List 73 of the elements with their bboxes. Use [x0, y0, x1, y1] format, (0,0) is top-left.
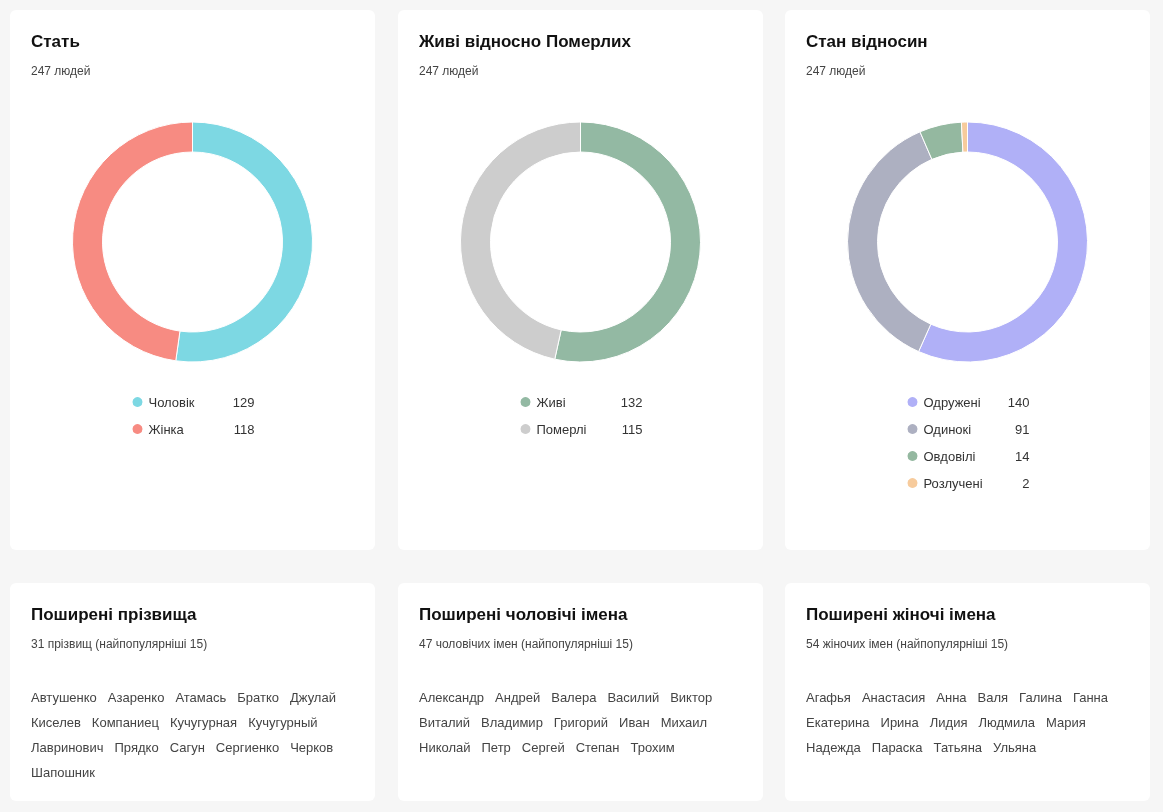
legend-label: Жінка: [148, 421, 185, 437]
data-label: 115: [621, 421, 643, 437]
text: Екатерина: [806, 714, 870, 732]
legend-label: Одружені: [923, 394, 981, 410]
text: Александр: [419, 689, 485, 707]
data-label: 2: [1022, 475, 1030, 491]
legend-label: Одинокі: [923, 421, 972, 437]
data-label: 14: [1015, 448, 1030, 464]
text: Виктор: [670, 689, 713, 707]
text: Кучугурная: [170, 714, 238, 732]
text: Параска: [871, 739, 923, 757]
text: Анна: [936, 689, 967, 707]
text: Галина: [1019, 689, 1062, 707]
text: Киселев: [31, 714, 81, 732]
text: Татьяна: [933, 739, 983, 757]
text: 54 жіночих імен (найпопулярніші 15): [806, 637, 1010, 651]
chart-title: Стан відносин: [806, 32, 929, 52]
text: Азаренко: [107, 689, 165, 707]
text: Владимир: [481, 714, 543, 732]
text: Сергиенко: [215, 739, 280, 757]
text: Сергей: [521, 739, 565, 757]
text: Кучугурный: [248, 714, 318, 732]
data-label: 118: [233, 421, 255, 437]
text: Черков: [290, 739, 334, 757]
text: Лидия: [929, 714, 968, 732]
text: Атамась: [175, 689, 227, 707]
data-label: 132: [620, 394, 643, 410]
text: Поширені чоловічі імена: [419, 605, 629, 625]
text: Ирина: [880, 714, 919, 732]
text: Агафья: [806, 689, 851, 707]
text: Ганна: [1072, 689, 1109, 707]
text: Ульяна: [993, 739, 1037, 757]
text: Трохим: [630, 739, 675, 757]
text: Лавринович: [31, 739, 104, 757]
text: Мария: [1046, 714, 1086, 732]
text: Николай: [419, 739, 471, 757]
data-label: 140: [1007, 394, 1030, 410]
text: Валера: [551, 689, 597, 707]
data-label: 91: [1015, 421, 1030, 437]
text: 47 чоловічих імен (найпопулярніші 15): [419, 637, 634, 651]
text: Петр: [481, 739, 511, 757]
text: Людмила: [978, 714, 1036, 732]
text: Надежда: [806, 739, 861, 757]
legend-label: Живі: [536, 394, 566, 410]
chart-subtitle: 247 людей: [806, 64, 867, 78]
text: Степан: [575, 739, 620, 757]
data-label: 129: [232, 394, 255, 410]
text: Поширені прізвища: [31, 605, 198, 625]
text: Прядко: [114, 739, 159, 757]
text: Джулай: [289, 689, 336, 707]
chart-subtitle: 247 людей: [31, 64, 92, 78]
text: Михаил: [660, 714, 708, 732]
text: Виталий: [419, 714, 471, 732]
legend-label: Чоловік: [148, 394, 195, 410]
text: Сагун: [169, 739, 205, 757]
legend-label: Померлі: [536, 421, 587, 437]
text: Валя: [977, 689, 1009, 707]
chart-subtitle: 247 людей: [419, 64, 480, 78]
text: Василий: [607, 689, 660, 707]
text: Григорий: [553, 714, 609, 732]
text: Братко: [237, 689, 279, 707]
text: Автушенко: [31, 689, 97, 707]
text: Анастасия: [861, 689, 926, 707]
text: Андрей: [495, 689, 541, 707]
text: Компаниец: [91, 714, 159, 732]
text: 31 прізвищ (найпопулярніші 15): [31, 637, 209, 651]
text: Иван: [619, 714, 650, 732]
chart-title: Стать: [31, 32, 81, 52]
chart-title: Живі відносно Померлих: [419, 32, 632, 52]
legend-label: Розлучені: [923, 475, 983, 491]
legend-label: Овдовілі: [923, 448, 976, 464]
text: Поширені жіночі імена: [806, 605, 997, 625]
text: Шапошник: [31, 764, 95, 782]
